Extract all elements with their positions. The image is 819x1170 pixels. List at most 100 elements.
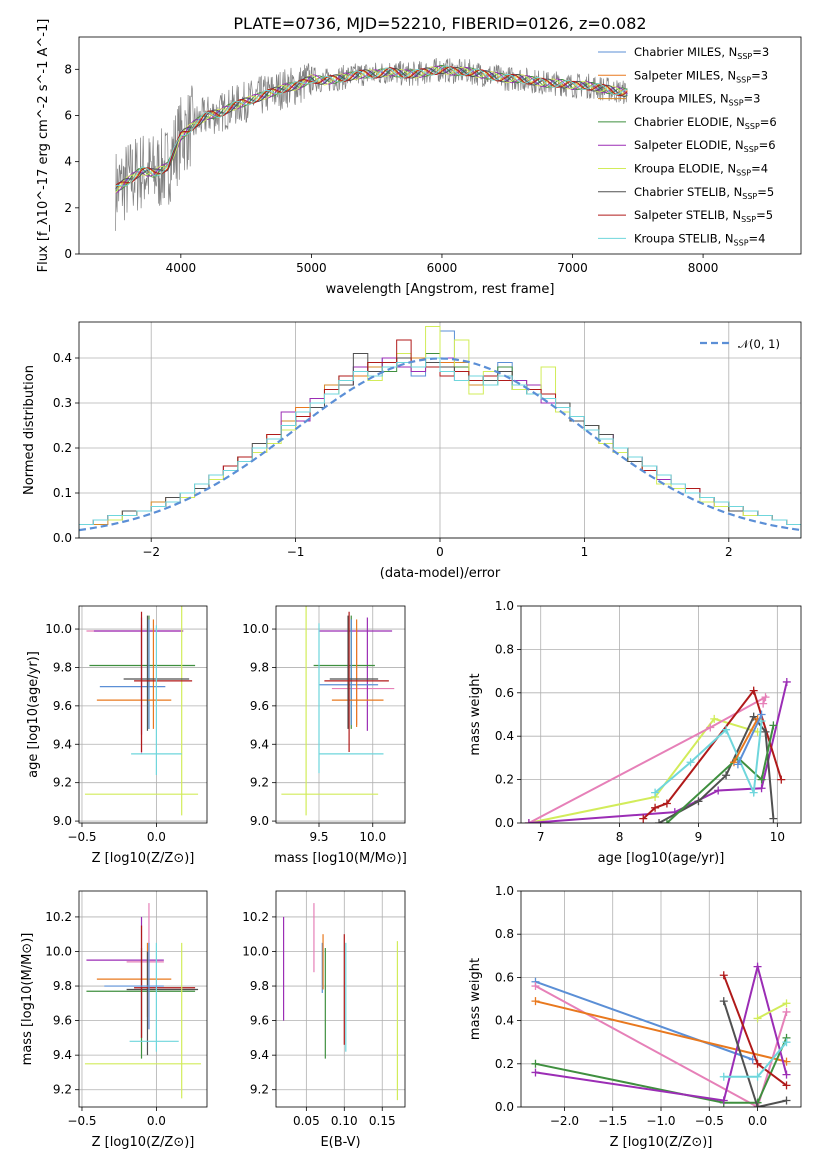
mwAge-marker-chabrier-elodie xyxy=(662,819,671,823)
legend-label-salpeter-elodie: Salpeter ELODIE, NSSP=6 xyxy=(634,138,776,154)
massZ-ytick-label: 9.4 xyxy=(53,1048,72,1062)
mwAge-marker-chabrier-stelib xyxy=(769,814,778,823)
mwAge-line-chabrier-elodie xyxy=(666,725,775,823)
ageZ-xtick-label: 0.0 xyxy=(147,830,166,844)
mwAge-line-kroupa-elodie xyxy=(528,717,758,823)
mwZ-marker-salpeter-stelib xyxy=(753,1059,762,1068)
legend-label-kroupa-stelib: Kroupa STELIB, NSSP=4 xyxy=(634,231,765,247)
massEBV-xtick-label: 0.15 xyxy=(369,1114,396,1128)
mwZ-marker-salpeter-miles xyxy=(531,997,540,1006)
mwZ-ytick-label: 0.2 xyxy=(495,1057,514,1071)
spectrum-model-chabrier-stelib xyxy=(115,67,628,190)
mwZ-ytick-label: 0.8 xyxy=(495,927,514,941)
legend-label-chabrier-miles: Chabrier MILES, NSSP=3 xyxy=(634,45,769,61)
mwZ-marker-salpeter-stelib xyxy=(782,1081,791,1090)
mwZ-marker-chabrier-stelib xyxy=(782,1096,791,1105)
legend-nssp: =4 xyxy=(749,231,766,245)
mwZ-xtick-label: −1.5 xyxy=(598,1114,627,1128)
legend-subscript: SSP xyxy=(744,145,759,154)
ageM-panel: 9.5 10.0 9.0 9.2 9.4 9.6 9.8 10.0 mass [log10(M/… xyxy=(242,605,407,866)
hist-xtick-label: −2 xyxy=(142,545,160,559)
massZ-xtick-label: 0.0 xyxy=(147,1114,166,1128)
mwAge-marker-chabrier-stelib xyxy=(694,797,703,806)
mwAge-line-salpeter-stelib xyxy=(642,688,783,820)
mwAge-marker-salpeter-elodie xyxy=(524,819,533,823)
ageZ-panel: −0.5 0.0 9.0 9.2 9.4 9.6 9.8 10.0 Z [log10(Z/Z⊙)… xyxy=(26,605,208,866)
legend-label-kroupa-elodie: Kroupa ELODIE, NSSP=4 xyxy=(634,162,768,178)
massEBV-ytick-label: 9.6 xyxy=(250,1014,269,1028)
mwAge-frame xyxy=(520,605,802,824)
mwAge-marker-chabrier-stelib xyxy=(655,819,664,823)
mwZ-marker-salpeter-elodie xyxy=(531,1068,540,1077)
legend-subscript: SSP xyxy=(729,99,744,108)
massEBV-xtick-label: 0.05 xyxy=(293,1114,320,1128)
ageZ-ytick-label: 9.8 xyxy=(53,660,72,674)
legend-nssp: =3 xyxy=(751,68,768,82)
ageM-ytick-label: 9.0 xyxy=(250,814,269,828)
ageM-ytick-label: 9.2 xyxy=(250,776,269,790)
mwAge-marker-salpeter-elodie xyxy=(782,677,791,686)
ageZ-plot-area xyxy=(84,606,199,816)
hist-ytick-label: 0.1 xyxy=(53,486,72,500)
mwAge-ytick-label: 0.2 xyxy=(495,773,514,787)
legend-nssp: =6 xyxy=(759,138,776,152)
spectrum-xtick-label: 7000 xyxy=(557,261,588,275)
spectrum-xtick-label: 6000 xyxy=(427,261,458,275)
figure-title: PLATE=0736, MJD=52210, FIBERID=0126, z=0… xyxy=(233,14,646,33)
hist-ylabel: Normed distribution xyxy=(22,365,37,495)
legend-nssp: =6 xyxy=(760,115,777,129)
spectrum-plot-area xyxy=(115,58,628,231)
mwAge-marker-salpeter-stelib xyxy=(651,803,660,812)
legend-subscript: SSP xyxy=(737,52,752,61)
mwZ-ytick-label: 1.0 xyxy=(495,884,514,898)
hist-series-kroupa-stelib xyxy=(79,357,801,538)
ageM-frame xyxy=(275,605,406,824)
ageM-xtick-label: 9.5 xyxy=(309,830,328,844)
legend-subscript: SSP xyxy=(736,75,751,84)
mwAge-marker-pink xyxy=(706,723,715,732)
mwZ-ytick-label: 0.6 xyxy=(495,970,514,984)
massZ-ytick-label: 10.0 xyxy=(45,944,72,958)
massZ-ytick-label: 9.2 xyxy=(53,1083,72,1097)
legend-nssp: =5 xyxy=(757,185,774,199)
spectrum-xtick-label: 5000 xyxy=(296,261,327,275)
ageZ-ytick-label: 9.6 xyxy=(53,699,72,713)
massZ-ytick-label: 9.6 xyxy=(53,1014,72,1028)
massZ-ylabel: mass [log10(M/M⊙)] xyxy=(20,933,35,1066)
spectrum-ytick-label: 6 xyxy=(64,108,72,122)
mwAge-line-chabrier-stelib xyxy=(658,714,775,823)
hist-xtick-label: 1 xyxy=(581,545,589,559)
mwAge-xtick-label: 8 xyxy=(616,830,624,844)
hist-ytick-label: 0.0 xyxy=(53,531,72,545)
mwZ-xtick-label: −0.5 xyxy=(695,1114,724,1128)
mwZ-ytick-label: 0.0 xyxy=(495,1100,514,1114)
mwZ-xtick-label: 0.0 xyxy=(748,1114,767,1128)
mwZ-line-chabrier-stelib xyxy=(722,1000,787,1107)
mwAge-xtick-label: 9 xyxy=(695,830,703,844)
mwAge-line-pink xyxy=(528,694,768,823)
massEBV-ytick-label: 10.0 xyxy=(242,944,269,958)
mwZ-marker-salpeter-elodie xyxy=(753,962,762,971)
mwZ-line-salpeter-elodie xyxy=(535,962,788,1102)
mwZ-line-chabrier-miles xyxy=(535,980,754,1061)
mwZ-ylabel: mass weight xyxy=(468,958,483,1040)
spectrum-ytick-label: 0 xyxy=(64,247,72,261)
ageZ-ytick-label: 9.2 xyxy=(53,776,72,790)
spectrum-ylabel: Flux [f_λ10^-17 erg cm^-2 s^-1 A^-1] xyxy=(36,19,51,273)
ageM-xlabel: mass [log10(M/M⊙)] xyxy=(274,851,407,866)
legend-label-kroupa-miles: Kroupa MILES, NSSP=3 xyxy=(634,92,760,108)
mwZ-marker-pink xyxy=(531,982,540,991)
massEBV-panel: 0.05 0.10 0.15 9.2 9.4 9.6 9.8 10.0 10.2 E(B-V) xyxy=(242,890,406,1150)
massEBV-xtick-label: 0.10 xyxy=(331,1114,358,1128)
spectrum-ytick-label: 8 xyxy=(64,62,72,76)
hist-ytick-label: 0.3 xyxy=(53,396,72,410)
mwAge-marker-salpeter-stelib xyxy=(639,814,648,823)
mwAge-panel: 7 8 9 10 0.0 0.2 0.4 0.6 0.8 1.0 age [log10(age/yr… xyxy=(468,599,802,866)
mwAge-marker-kroupa-stelib xyxy=(686,758,695,767)
mwZ-line-pink xyxy=(535,985,788,1107)
mwAge-line-salpeter-miles xyxy=(733,718,759,763)
mwAge-marker-kroupa-stelib xyxy=(651,788,660,797)
mwZ-line-salpeter-miles xyxy=(535,1000,787,1063)
mwZ-marker-salpeter-elodie xyxy=(782,1070,791,1079)
